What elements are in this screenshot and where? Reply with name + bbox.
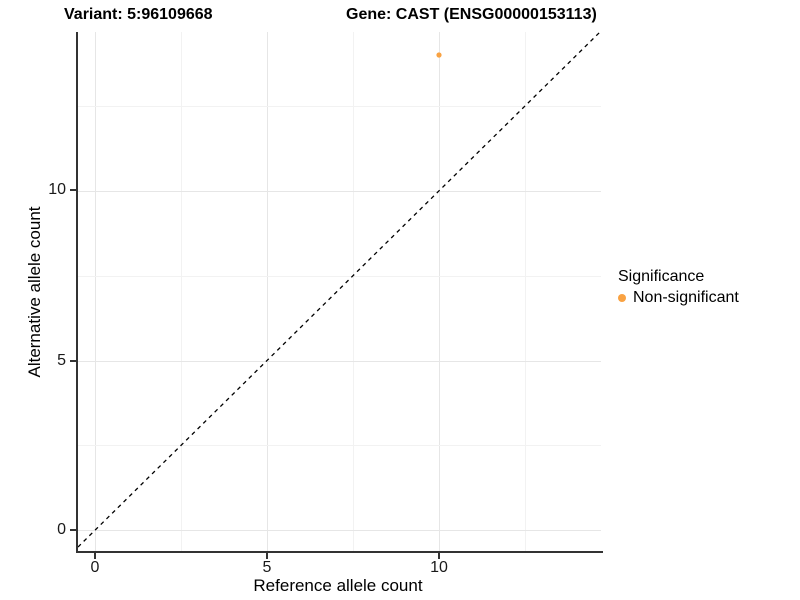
data-point-non-significant [436,52,442,58]
gene-title: Gene: CAST (ENSG00000153113) [346,6,597,23]
variant-title: Variant: 5:96109668 [64,6,213,23]
gridline-y-major [78,530,601,531]
gridline-y-major [78,191,601,192]
y-tick-5 [70,360,76,362]
x-tick-label-0: 0 [90,559,100,576]
legend-item-label: Non-significant [633,289,739,306]
plot-layer [78,32,601,548]
plot-panel [78,32,601,551]
y-axis-title: Alternative allele count [25,206,44,378]
x-tick-label-5: 5 [262,559,272,576]
y-tick-0 [70,529,76,531]
y-tick-10 [70,189,76,191]
gridline-x-minor [353,32,354,551]
x-tick-0 [94,553,96,559]
x-axis-title: Reference allele count [253,576,423,595]
y-tick-label-10: 10 [48,181,66,198]
x-tick-label-10: 10 [430,559,448,576]
y-axis-line [76,32,78,553]
y-tick-label-0: 0 [57,521,66,538]
gridline-x-major [95,32,96,551]
legend-point-icon [618,294,626,302]
gridline-x-major [267,32,268,551]
gridline-y-minor [78,106,601,107]
x-axis-line [76,551,603,553]
gridline-y-minor [78,445,601,446]
gridline-x-minor [525,32,526,551]
gridline-y-minor [78,276,601,277]
legend-title: Significance [618,268,705,285]
legend-point-dot [618,294,626,302]
gridline-x-major [439,32,440,551]
gridline-x-minor [181,32,182,551]
legend: Significance Non-significant [616,268,739,307]
legend-item-non-significant: Non-significant [616,289,739,307]
x-tick-10 [438,553,440,559]
identity-dashed-line [78,32,601,548]
x-tick-5 [266,553,268,559]
y-tick-label-5: 5 [57,352,66,369]
gridline-y-major [78,361,601,362]
